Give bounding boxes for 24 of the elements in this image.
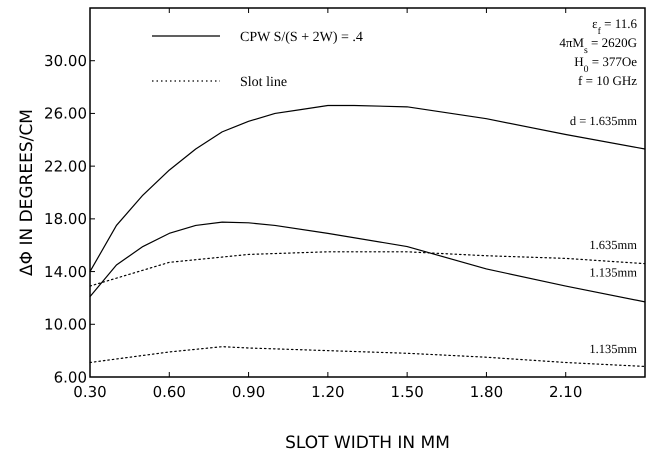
legend-label: Slot line: [240, 74, 288, 90]
x-tick-label: 2.10: [549, 383, 582, 401]
annotation: 1.135mm: [589, 265, 638, 280]
x-tick-label: 0.90: [232, 383, 266, 401]
y-tick-label: 18.00: [44, 210, 87, 228]
y-tick-label: 10.00: [44, 316, 87, 334]
annotation: ε$_{f}$ = 11.6: [592, 16, 638, 36]
annotation: f = 10 GHz: [578, 73, 638, 88]
annotation: 4πM$_{s}$ = 2620G: [559, 35, 637, 56]
x-tick-label: 0.60: [152, 383, 186, 401]
x-tick-label: 1.80: [470, 383, 504, 401]
y-tick-label: 22.00: [44, 157, 87, 176]
annotation: 1.635mm: [589, 238, 638, 252]
y-tick-label: 30.00: [44, 52, 87, 70]
x-tick-label: 1.20: [311, 383, 345, 401]
y-tick-label: 26.00: [44, 104, 87, 123]
legend-label: CPW S/(S + 2W) = .4: [240, 30, 363, 45]
x-tick-label: 1.50: [390, 383, 424, 401]
annotation: 1.135mm: [589, 342, 638, 356]
y-axis-title: ΔΦ IN DEGREES/CM: [17, 109, 37, 276]
x-axis-title: SLOT WIDTH IN MM: [285, 433, 450, 453]
annotation: H$_{0}$ = 377Oe: [574, 54, 638, 74]
annotation: d = 1.635mm: [570, 114, 638, 128]
y-tick-label: 14.00: [44, 262, 87, 281]
